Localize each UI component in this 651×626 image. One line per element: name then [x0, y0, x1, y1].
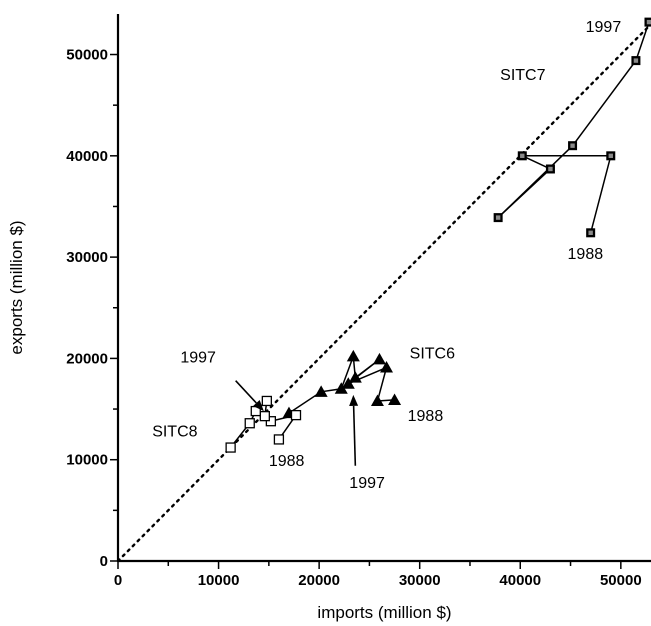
x-tick-label: 50000 [600, 572, 642, 589]
annotation-label: 1988 [408, 408, 444, 425]
annotation-label: 1997 [586, 19, 622, 36]
annotation-label: 1997 [180, 349, 216, 366]
marker-inner [633, 58, 639, 63]
x-tick-label: 30000 [399, 572, 441, 589]
marker-inner [608, 153, 613, 159]
x-tick-label: 10000 [198, 572, 240, 589]
reference-line-layer [116, 22, 651, 563]
data-point [388, 393, 402, 405]
y-tick-label: 10000 [66, 452, 108, 469]
annotation-label: 1988 [269, 453, 305, 470]
data-point [348, 371, 362, 383]
annotation-label: SITC6 [410, 345, 455, 362]
series-line [230, 399, 298, 448]
annotation-label: 1997 [349, 475, 385, 492]
data-point [261, 395, 272, 407]
y-tick-label: 0 [100, 553, 108, 570]
x-tick-label: 40000 [499, 572, 541, 589]
arrow-head [349, 394, 359, 406]
data-point [314, 385, 328, 397]
data-point [273, 434, 285, 445]
data-point [346, 349, 360, 362]
data-point [606, 151, 616, 161]
marker-inner [548, 166, 553, 172]
data-point [341, 377, 355, 389]
data-point [372, 352, 386, 365]
y-tick-label: 20000 [66, 350, 108, 367]
data-point [545, 164, 555, 174]
data-point [517, 151, 527, 161]
arrow-shaft [352, 405, 357, 466]
series-sitc7 [493, 17, 651, 238]
ticks-layer: 0 10000 20000 30000 40000 50000 0 10000 20000 300… [66, 47, 641, 589]
annotation-label: 1988 [568, 246, 604, 263]
series-line [497, 21, 650, 233]
data-point [334, 382, 348, 394]
data-point [586, 228, 596, 238]
series-sitc6 [282, 349, 402, 419]
marker-inner [570, 143, 575, 148]
annotation-label: SITC8 [152, 423, 197, 440]
arrow-shaft [235, 380, 257, 404]
marker-inner [646, 19, 651, 25]
y-tick-label: 50000 [66, 47, 108, 64]
series-line [288, 356, 395, 414]
data-point [568, 141, 578, 151]
data-point [493, 213, 503, 223]
y-axis-title: exports (million $) [7, 220, 26, 354]
annotation-arrow [235, 380, 264, 412]
data-point [290, 409, 302, 421]
x-axis-title: imports (million $) [317, 603, 451, 622]
arrow-head [253, 399, 264, 412]
marker-inner [520, 153, 525, 159]
data-point [259, 410, 270, 422]
marker-inner [588, 230, 593, 235]
data-point [370, 394, 384, 406]
x-tick-label: 0 [114, 572, 122, 589]
data-point [644, 17, 651, 27]
marker-inner [495, 215, 501, 220]
data-point [631, 56, 641, 66]
data-point [244, 418, 255, 429]
data-point [225, 442, 236, 453]
x-tick-label: 20000 [298, 572, 340, 589]
series-layer [225, 17, 651, 453]
y-tick-label: 30000 [66, 249, 108, 266]
y-tick-label: 40000 [66, 148, 108, 165]
diagonal-reference-line [116, 22, 651, 563]
data-point [380, 361, 394, 373]
annotations-layer: SITC7 1997 1988 SITC6 1988 1997 1997 SITC8 1988 [152, 19, 621, 492]
annotation-label: SITC7 [500, 67, 545, 84]
series-sitc8 [225, 395, 302, 453]
annotation-arrow [349, 394, 359, 466]
